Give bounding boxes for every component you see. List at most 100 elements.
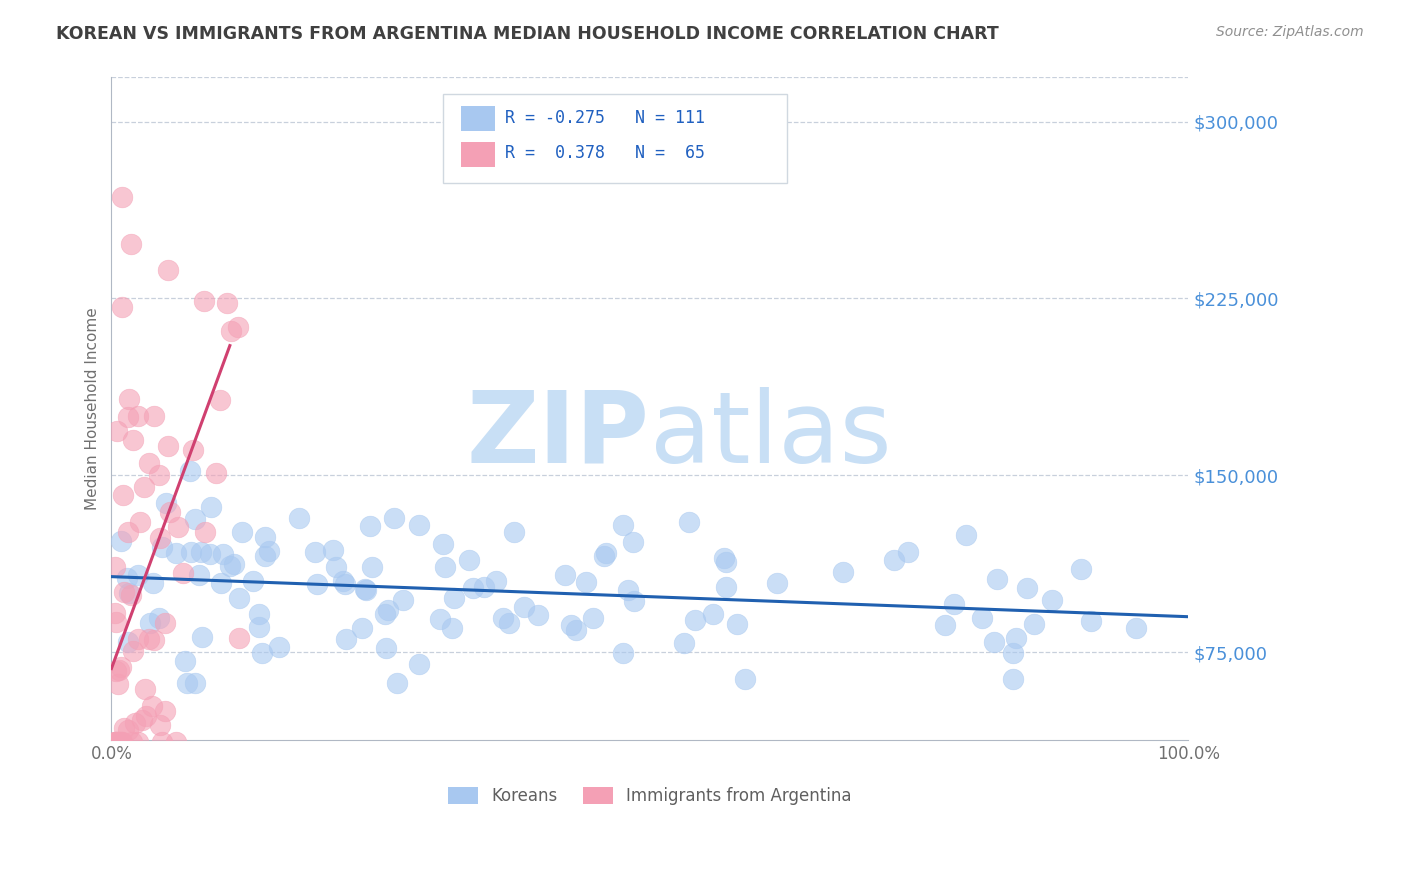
Point: [1024, 617, 1046, 632]
Point: [118, 392, 141, 407]
Point: [131, 714, 153, 728]
Point: [1002, 646, 1025, 660]
Point: [108, 734, 131, 748]
Point: [150, 540, 173, 554]
Text: Source: ZipAtlas.com: Source: ZipAtlas.com: [1216, 25, 1364, 39]
Point: [111, 300, 134, 314]
Point: [200, 500, 222, 515]
Point: [254, 531, 277, 545]
Point: [155, 704, 177, 718]
Point: [217, 296, 239, 310]
Point: [117, 635, 139, 649]
Point: [356, 583, 378, 598]
Point: [734, 672, 756, 686]
Point: [458, 553, 481, 567]
Point: [127, 734, 149, 748]
Point: [307, 577, 329, 591]
Point: [105, 424, 128, 438]
Point: [934, 618, 956, 632]
Point: [253, 549, 276, 563]
Point: [209, 392, 232, 407]
Point: [702, 607, 724, 621]
Point: [247, 619, 270, 633]
Point: [565, 624, 588, 638]
Point: [250, 646, 273, 660]
Point: [502, 524, 524, 539]
Point: [104, 734, 127, 748]
Point: [121, 643, 143, 657]
Point: [110, 734, 132, 748]
Point: [765, 576, 787, 591]
Point: [617, 582, 640, 597]
Text: R = -0.275   N = 111: R = -0.275 N = 111: [505, 109, 704, 127]
Point: [247, 607, 270, 621]
Point: [221, 324, 243, 338]
Point: [104, 615, 127, 630]
Text: ZIP: ZIP: [467, 387, 650, 484]
Point: [1015, 581, 1038, 595]
Text: atlas: atlas: [650, 387, 891, 484]
Point: [132, 480, 155, 494]
Point: [498, 615, 520, 630]
Point: [673, 635, 696, 649]
Point: [350, 621, 373, 635]
Point: [183, 443, 205, 458]
Point: [148, 467, 170, 482]
Point: [111, 190, 134, 204]
Point: [335, 632, 357, 646]
Point: [832, 565, 855, 579]
Point: [461, 582, 484, 596]
Point: [166, 520, 188, 534]
Point: [148, 610, 170, 624]
Point: [138, 632, 160, 647]
Point: [683, 613, 706, 627]
Point: [110, 660, 132, 674]
Point: [231, 524, 253, 539]
Point: [104, 559, 127, 574]
Point: [612, 518, 634, 533]
Point: [593, 549, 616, 564]
Point: [623, 594, 645, 608]
Legend: Koreans, Immigrants from Argentina: Koreans, Immigrants from Argentina: [441, 780, 858, 812]
Point: [159, 505, 181, 519]
Point: [120, 588, 142, 602]
Point: [205, 466, 228, 480]
Point: [134, 682, 156, 697]
Point: [955, 527, 977, 541]
Point: [560, 617, 582, 632]
Point: [117, 525, 139, 540]
Point: [107, 663, 129, 677]
Point: [491, 611, 513, 625]
Point: [139, 616, 162, 631]
Point: [325, 559, 347, 574]
Point: [157, 439, 180, 453]
Point: [115, 571, 138, 585]
Point: [138, 457, 160, 471]
Point: [180, 545, 202, 559]
Point: [143, 632, 166, 647]
Point: [883, 552, 905, 566]
Point: [485, 574, 508, 588]
Point: [194, 525, 217, 540]
Point: [111, 488, 134, 502]
Point: [242, 574, 264, 588]
Point: [621, 535, 644, 549]
Point: [155, 495, 177, 509]
Point: [174, 654, 197, 668]
Point: [1001, 672, 1024, 686]
Point: [408, 518, 430, 533]
Point: [382, 511, 405, 525]
Point: [385, 675, 408, 690]
Point: [554, 568, 576, 582]
Point: [574, 575, 596, 590]
Point: [104, 606, 127, 620]
Point: [332, 574, 354, 588]
Point: [408, 657, 430, 671]
Point: [222, 558, 245, 572]
Point: [970, 611, 993, 625]
Point: [141, 699, 163, 714]
Point: [121, 734, 143, 748]
Point: [986, 573, 1008, 587]
Point: [117, 409, 139, 424]
Point: [725, 616, 748, 631]
